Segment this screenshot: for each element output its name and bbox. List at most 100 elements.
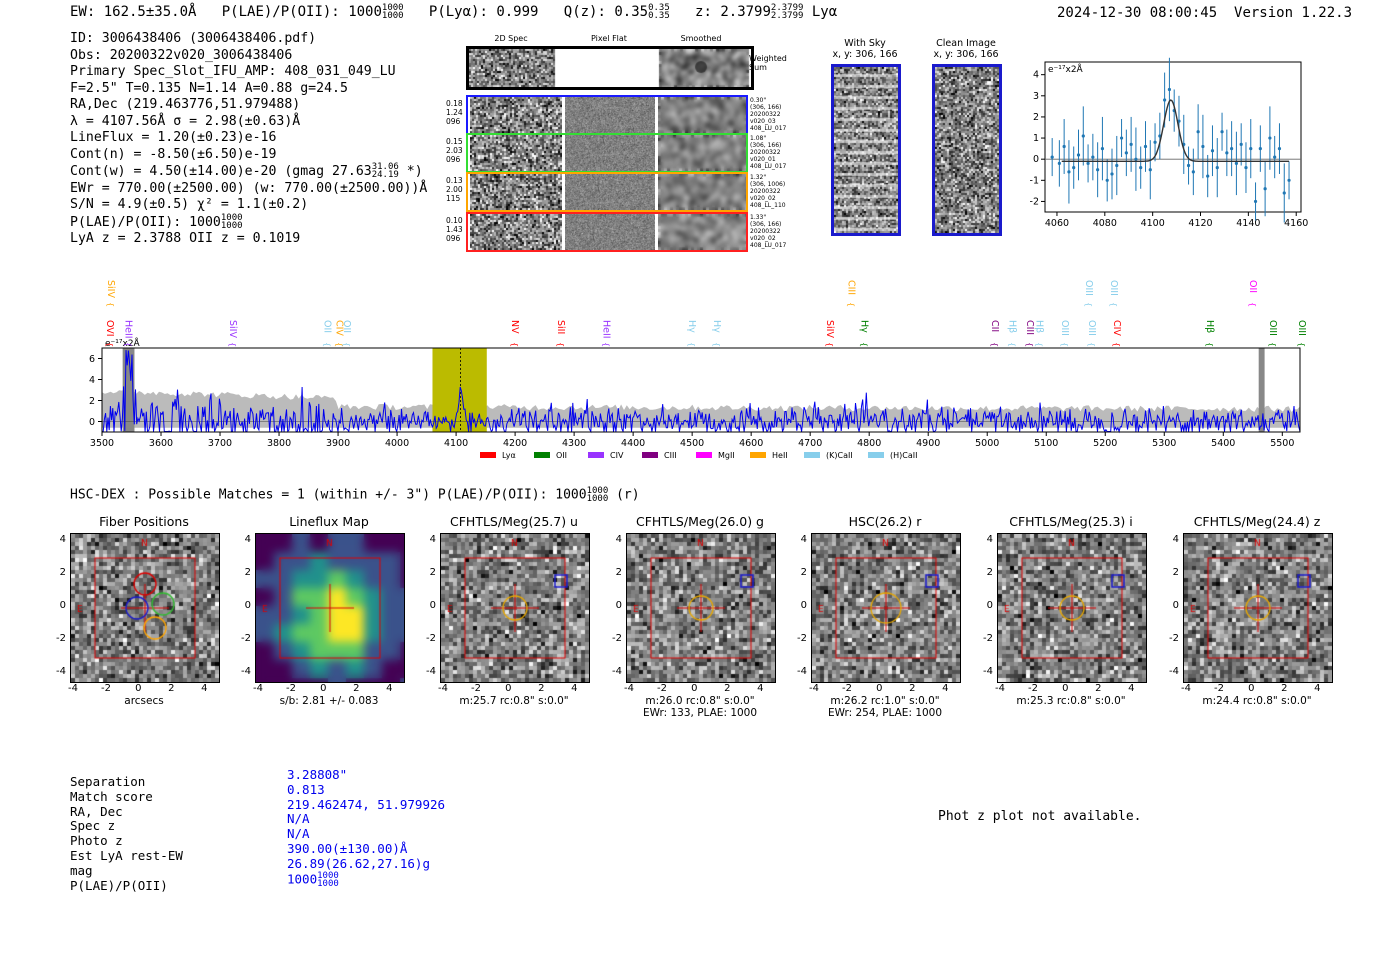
emission-line-bracket: {	[712, 342, 721, 347]
panel-ytick-label: -2	[241, 633, 251, 644]
cutout-right-label: 1.33"	[750, 214, 767, 221]
header-qz-hi: 0.35	[648, 3, 670, 13]
panel-caption-line1: m:26.0 rc:0.8" s:0.0"	[645, 695, 755, 707]
summary-label: Photo z	[70, 833, 123, 849]
col-label-2d: 2D Spec	[466, 34, 556, 43]
spectrum-ytick-label: 2	[89, 396, 95, 407]
panel-ytick-label: 4	[986, 534, 993, 545]
panel-yticks: 4 2 0 -2 -4	[979, 533, 995, 681]
fit-data-point	[1110, 172, 1114, 176]
panel-xtick-label: 2	[1095, 683, 1102, 694]
cutout-flat	[565, 214, 655, 250]
summary-label: P(LAE)/P(OII)	[70, 877, 168, 893]
cutout-right-label: (306, 166)	[750, 142, 782, 149]
fit-data-point	[1081, 134, 1085, 138]
cutout-2d	[470, 135, 562, 171]
emission-line-bracket: {	[323, 342, 332, 347]
info-lineflux: LineFlux = 1.20(±0.23)e-16	[70, 130, 277, 145]
panel-ytick-label: -2	[56, 633, 66, 644]
spectrum-xtick-label: 4300	[562, 438, 586, 449]
cutout-smooth	[658, 174, 746, 210]
cutout-row	[466, 133, 748, 173]
spectrum-xtick-label: 3600	[149, 438, 173, 449]
cutout-flat	[565, 97, 655, 133]
spectrum-xtick-label: 3500	[90, 438, 114, 449]
emission-line-label: SiIV	[227, 320, 238, 338]
emission-line-label: Hγ	[686, 320, 697, 333]
panel-xtick-label: 4	[757, 683, 764, 694]
fit-data-point	[1244, 166, 1248, 170]
info-block: ID: 3006438406 (3006438406.pdf) Obs: 202…	[70, 31, 427, 248]
header-plae-value: 1000	[348, 4, 382, 20]
panel-caption-line1: m:24.4 rc:0.8" s:0.0"	[1202, 695, 1312, 707]
fit-data-point	[1119, 136, 1124, 140]
panel-xtick-label: 0	[505, 683, 512, 694]
panel-caption: arcsecs	[55, 695, 233, 707]
summary-label: Match score	[70, 788, 153, 804]
cutout-2d	[470, 97, 562, 133]
emission-line-bracket: {	[847, 302, 856, 307]
fit-data-point	[1277, 147, 1282, 151]
panel-ytick-label: 0	[800, 600, 807, 611]
panel-xtick-label: 4	[571, 683, 578, 694]
summary-value: N/A	[287, 826, 310, 842]
cutout-row-right-labels: 1.33" (306, 166) 20200322 v020_02 408_LU_017	[750, 214, 786, 249]
cutout-right-label: (306, 1006)	[750, 181, 786, 188]
fit-unit-label: e⁻¹⁷x2Å	[1048, 63, 1084, 75]
emission-line-bracket: {	[1060, 342, 1069, 347]
panel-yticks: 4 2 0 -2 -4	[237, 533, 253, 681]
header-plae-hi: 1000	[381, 3, 404, 13]
fit-data-point	[1153, 140, 1157, 144]
emission-line-bracket: {	[1084, 302, 1093, 307]
info-plae-text: P(LAE)/P(OII): 1000	[70, 214, 221, 230]
header-plae-label: P(LAE)/P(OII):	[221, 4, 340, 20]
fit-data-point	[1072, 166, 1076, 170]
emission-line-bracket: {	[510, 342, 519, 347]
cutout-row	[466, 172, 748, 212]
cutout-2d	[470, 214, 562, 250]
cutout-left-label: 0.13	[446, 176, 463, 185]
fit-data-point	[1124, 151, 1128, 155]
imaging-cutout	[811, 533, 961, 683]
fit-data-point	[1139, 166, 1143, 170]
emission-line-label: CIII	[846, 280, 857, 295]
emission-line-bracket: {	[228, 342, 237, 347]
legend-label: OII	[556, 451, 567, 460]
cutout-right-label: 408_LL_110	[750, 202, 786, 209]
emission-line-bracket: {	[1112, 342, 1121, 347]
fit-ytick-label: 3	[1033, 91, 1039, 102]
panel-ytick-label: 2	[429, 567, 436, 578]
header-z-line: Lyα	[811, 4, 838, 20]
fit-data-point	[1273, 155, 1277, 159]
header-qz-lo: 0.35	[648, 11, 670, 21]
info-lyaz: LyA z = 2.3788 OII z = 0.1019	[70, 231, 301, 246]
info-ewr: EWr = 770.00(±2500.00) (w: 770.00(±2500.…	[70, 180, 428, 196]
info-obs: Obs: 20200322v020_3006438406	[70, 47, 293, 63]
summary-label: Est LyA rest-EW	[70, 847, 183, 863]
panel-xtick-label: 2	[538, 683, 545, 694]
header-timestamp: 2024-12-30 08:00:45	[1057, 5, 1218, 21]
fit-data-point	[1129, 142, 1133, 146]
panel-ytick-label: 4	[1172, 534, 1179, 545]
panel-xticks: -4 -2 0 2 4	[438, 683, 588, 695]
emission-line-bracket: {	[602, 342, 611, 347]
cutout-right-label: v020_02	[750, 195, 776, 202]
cutout-left-label: 1.24	[446, 108, 463, 117]
panel-ytick-label: 4	[800, 534, 807, 545]
summary-value-plae: 1000 1000 1000	[287, 871, 445, 888]
spectrum-xtick-label: 4700	[798, 438, 822, 449]
with-sky-xy: x, y: 306, 166	[832, 49, 898, 60]
cutout-left-label: 2.03	[446, 146, 463, 155]
panel-xtick-label: -2	[842, 683, 852, 694]
spectrum-ytick-label: 6	[89, 354, 95, 365]
panel-xtick-label: 0	[876, 683, 883, 694]
emission-line-label: OIII	[1059, 320, 1070, 336]
header-plya: P(Lyα): 0.999	[428, 4, 539, 20]
spectrum-xtick-label: 5300	[1152, 438, 1176, 449]
cutout-left-label: 1.43	[446, 225, 463, 234]
fit-data-point	[1282, 191, 1286, 195]
spectrum-xtick-label: 3800	[267, 438, 291, 449]
panel-xticks: -4 -2 0 2 4	[253, 683, 403, 695]
fit-data-point	[1134, 157, 1138, 161]
emission-line-label: Hγ	[711, 320, 722, 333]
